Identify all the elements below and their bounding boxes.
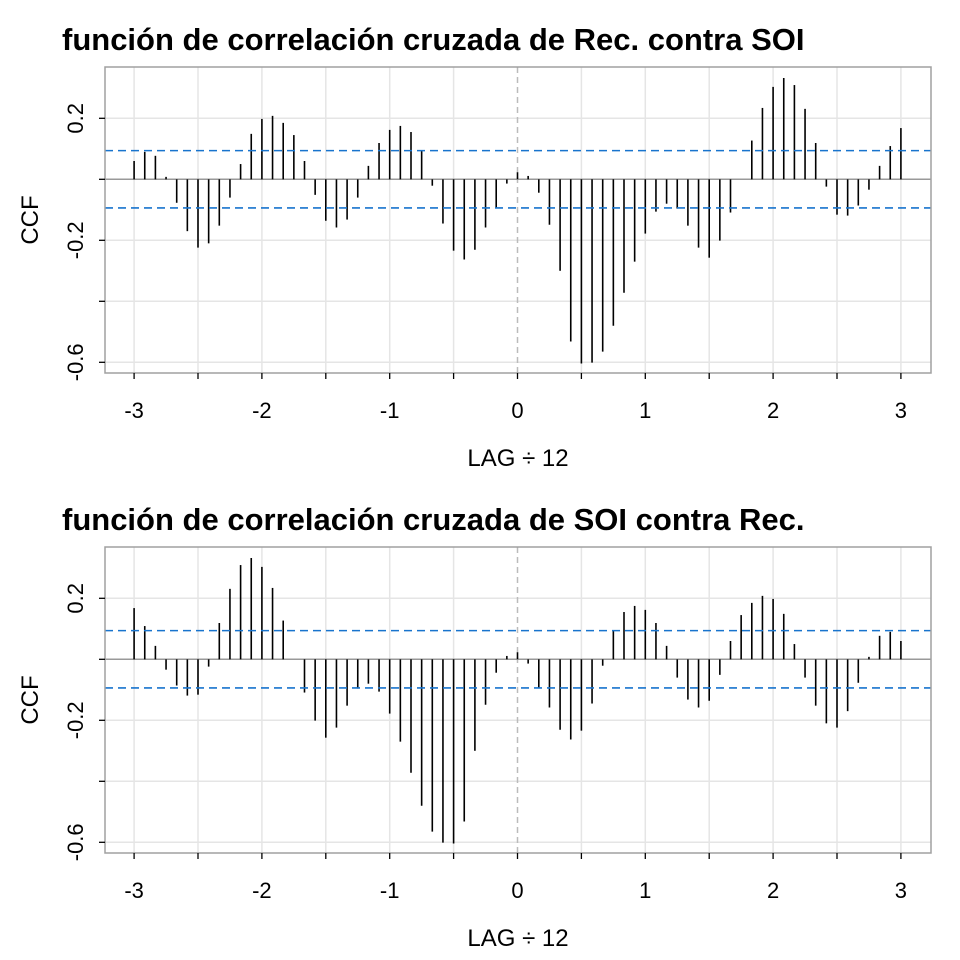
y-tick-label: -0.6: [63, 343, 88, 381]
y-axis-label: CCF: [17, 195, 44, 244]
chart-title: función de correlación cruzada de Rec. c…: [62, 22, 804, 57]
ccf-panel-1: función de correlación cruzada de Rec. c…: [17, 22, 932, 472]
x-tick-label: -2: [252, 398, 272, 423]
y-tick-label: -0.2: [63, 221, 88, 259]
x-tick-label: -1: [380, 398, 400, 423]
x-tick-label: 0: [511, 878, 523, 903]
x-tick-label: 1: [639, 398, 651, 423]
x-tick-label: -3: [124, 878, 144, 903]
y-tick-label: -0.6: [63, 823, 88, 861]
x-tick-label: -2: [252, 878, 272, 903]
y-tick-label: 0.2: [63, 103, 88, 134]
x-tick-label: -3: [124, 398, 144, 423]
chart-title: función de correlación cruzada de SOI co…: [62, 502, 804, 537]
x-tick-label: -1: [380, 878, 400, 903]
x-tick-label: 2: [767, 878, 779, 903]
y-axis-label: CCF: [17, 675, 44, 724]
ccf-panel-2: función de correlación cruzada de SOI co…: [17, 502, 932, 952]
x-tick-label: 0: [511, 398, 523, 423]
x-tick-label: 1: [639, 878, 651, 903]
x-axis-label: LAG ÷ 12: [467, 925, 568, 952]
y-tick-label: -0.2: [63, 701, 88, 739]
x-axis-label: LAG ÷ 12: [467, 445, 568, 472]
y-tick-label: 0.2: [63, 583, 88, 614]
x-tick-label: 2: [767, 398, 779, 423]
x-tick-label: 3: [895, 878, 907, 903]
x-tick-label: 3: [895, 398, 907, 423]
